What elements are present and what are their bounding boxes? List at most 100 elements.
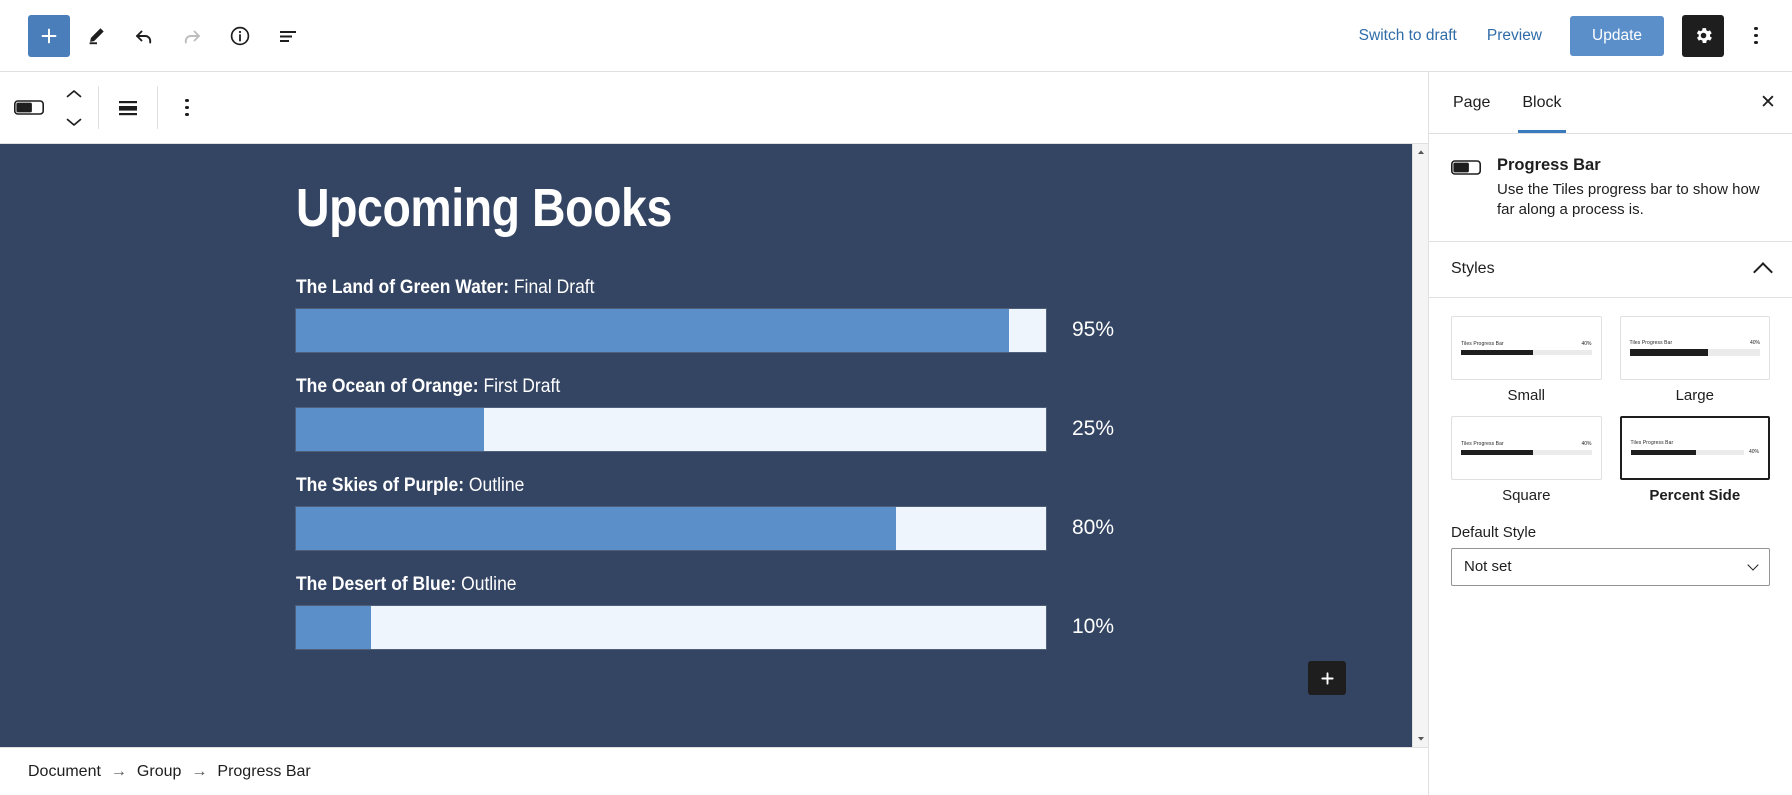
- editor-top-bar: Switch to draft Preview Update: [0, 0, 1792, 72]
- move-down-icon[interactable]: [54, 108, 94, 136]
- style-option-square[interactable]: Tiles Progress Bar 40% Square: [1451, 415, 1602, 504]
- update-button[interactable]: Update: [1570, 15, 1664, 56]
- preview-button[interactable]: Preview: [1475, 19, 1554, 53]
- scroll-up-icon[interactable]: [1413, 144, 1429, 160]
- undo-icon[interactable]: [122, 14, 166, 58]
- tab-page[interactable]: Page: [1437, 72, 1506, 133]
- style-option-percent-side[interactable]: Tiles Progress Bar 40% Percent Side: [1619, 415, 1770, 504]
- switch-to-draft-button[interactable]: Switch to draft: [1347, 19, 1469, 53]
- block-type-group: [0, 72, 98, 143]
- style-preview-fill: [1461, 449, 1533, 455]
- style-preview-percent-side: Tiles Progress Bar 40%: [1619, 415, 1770, 480]
- progress-bar-label: The Skies of Purple: Outline: [296, 475, 1323, 497]
- progress-bar-title: The Land of Green Water:: [296, 276, 510, 298]
- progress-bar-item[interactable]: The Desert of Blue: Outline 10%: [295, 574, 1412, 650]
- progress-bar-percent: 25%: [1072, 417, 1115, 441]
- style-preview-large: Tiles Progress Bar 40%: [1619, 315, 1770, 380]
- align-center-icon[interactable]: [103, 80, 153, 136]
- default-style-label: Default Style: [1451, 523, 1537, 541]
- block-title: Progress Bar: [1497, 156, 1601, 174]
- sidebar-tabs: Page Block ✕: [1429, 72, 1792, 134]
- chevron-down-icon: [1747, 558, 1759, 571]
- style-preview-fill: [1630, 449, 1697, 455]
- chevron-up-icon[interactable]: [1753, 261, 1773, 282]
- style-preview-track: [1629, 348, 1760, 356]
- style-preview-label: Tiles Progress Bar: [1629, 339, 1673, 346]
- progress-bar-label: The Ocean of Orange: First Draft: [296, 376, 1323, 398]
- progress-bar-row: 95%: [295, 307, 1412, 353]
- gear-icon[interactable]: [1682, 14, 1724, 57]
- progress-bar-label: The Land of Green Water: Final Draft: [296, 277, 1323, 299]
- style-preview-side-row: 40%: [1630, 449, 1759, 455]
- editor-body: Upcoming Books The Land of Green Water: …: [0, 72, 1792, 795]
- progress-bar-row: 80%: [295, 505, 1412, 551]
- breadcrumb: Document → Group → Progress Bar: [0, 747, 1428, 795]
- scroll-down-icon[interactable]: [1413, 731, 1429, 747]
- kebab-menu-icon[interactable]: [162, 80, 212, 136]
- breadcrumb-item-group[interactable]: Group: [136, 762, 182, 780]
- post-content: Upcoming Books The Land of Green Water: …: [0, 144, 1412, 650]
- progress-bar-title: The Skies of Purple:: [296, 474, 465, 496]
- post-canvas[interactable]: Upcoming Books The Land of Green Water: …: [0, 144, 1412, 747]
- style-option-small[interactable]: Tiles Progress Bar 40% Small: [1451, 315, 1602, 404]
- style-preview-track: [1461, 449, 1592, 455]
- info-icon[interactable]: [218, 14, 262, 58]
- block-description: Use the Tiles progress bar to show how f…: [1497, 181, 1760, 219]
- progress-bar-label: The Desert of Blue: Outline: [296, 574, 1323, 596]
- progress-bar-track: [295, 406, 1047, 452]
- style-preview-percent: 40%: [1581, 440, 1592, 447]
- tab-block[interactable]: Block: [1506, 72, 1577, 133]
- progress-bar-title: The Desert of Blue:: [296, 573, 457, 595]
- close-icon[interactable]: ✕: [1744, 72, 1792, 133]
- redo-icon[interactable]: [170, 14, 214, 58]
- style-preview-track: [1461, 349, 1592, 355]
- style-label-small: Small: [1507, 386, 1545, 404]
- style-preview-fill: [1461, 349, 1533, 355]
- breadcrumb-item-progress-bar[interactable]: Progress Bar: [217, 762, 311, 780]
- default-style-field: Default Style Not set: [1429, 514, 1792, 604]
- default-style-select[interactable]: Not set: [1451, 547, 1770, 586]
- progress-bar-subtitle: First Draft: [483, 375, 561, 397]
- progress-bar-item[interactable]: The Land of Green Water: Final Draft 95%: [295, 277, 1412, 353]
- canvas-scrollbar[interactable]: [1412, 144, 1428, 747]
- edit-pen-icon[interactable]: [74, 14, 118, 58]
- progress-bar-subtitle: Outline: [468, 474, 525, 496]
- style-option-large[interactable]: Tiles Progress Bar 40% Large: [1619, 315, 1770, 404]
- default-style-value: Not set: [1464, 558, 1512, 575]
- kebab-menu-icon[interactable]: [1736, 14, 1776, 58]
- progress-bar-icon[interactable]: [4, 80, 54, 136]
- style-preview-percent: 40%: [1748, 449, 1759, 455]
- style-preview-fill: [1629, 348, 1708, 356]
- progress-bar-fill: [296, 605, 371, 649]
- list-view-icon[interactable]: [266, 14, 310, 58]
- block-options-group: [158, 72, 216, 143]
- breadcrumb-item-document[interactable]: Document: [28, 762, 101, 780]
- block-mover: [54, 80, 94, 136]
- progress-bar-row: 25%: [295, 406, 1412, 452]
- progress-bar-title: The Ocean of Orange:: [296, 375, 479, 397]
- kebab-dots: [185, 98, 189, 117]
- progress-bar-fill: [296, 308, 1009, 352]
- align-group: [99, 72, 157, 143]
- style-preview-header: Tiles Progress Bar: [1631, 440, 1760, 446]
- progress-bar-track: [295, 307, 1047, 353]
- progress-bar-item[interactable]: The Ocean of Orange: First Draft 25%: [295, 376, 1412, 452]
- progress-bar-fill: [296, 506, 896, 550]
- progress-bar-row: 10%: [295, 604, 1412, 650]
- style-preview-track: [1630, 449, 1744, 455]
- progress-bar-percent: 80%: [1072, 516, 1115, 540]
- progress-bar-percent: 95%: [1072, 318, 1115, 342]
- style-preview-label: Tiles Progress Bar: [1461, 340, 1504, 347]
- progress-bar-item[interactable]: The Skies of Purple: Outline 80%: [295, 475, 1412, 551]
- move-up-icon[interactable]: [54, 80, 94, 108]
- styles-panel-header[interactable]: Styles: [1429, 242, 1792, 298]
- add-block-inline-button[interactable]: [1308, 661, 1346, 695]
- page-title[interactable]: Upcoming Books: [296, 178, 672, 238]
- add-block-icon[interactable]: [28, 14, 70, 57]
- style-preview-percent: 40%: [1581, 340, 1592, 347]
- block-info: Progress Bar Use the Tiles progress bar …: [1429, 134, 1792, 242]
- block-info-text: Progress Bar Use the Tiles progress bar …: [1497, 156, 1770, 221]
- progress-bar-track: [295, 604, 1047, 650]
- toolbar-divider: [98, 86, 99, 129]
